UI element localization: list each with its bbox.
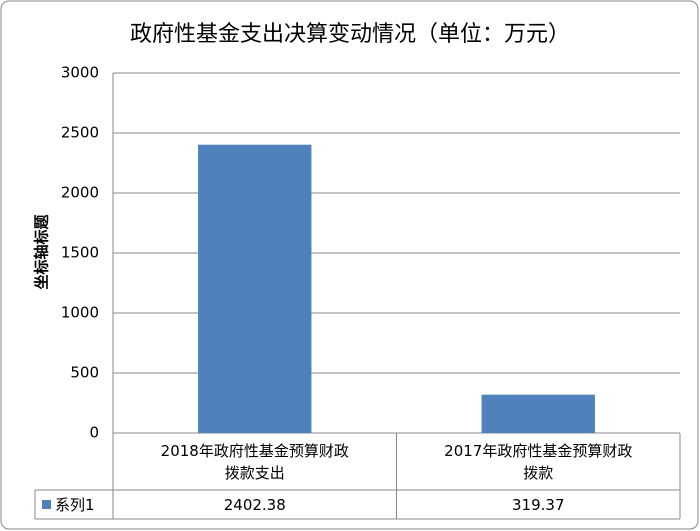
chart-title: 政府性基金支出决算变动情况（单位：万元） (130, 22, 570, 47)
table-value: 2402.38 (223, 495, 286, 514)
bar (198, 144, 312, 433)
legend-label: 系列1 (55, 495, 95, 514)
category-label: 2017年政府性基金预算财政拨款 (444, 441, 633, 482)
y-tick-label: 3000 (61, 64, 99, 82)
bar (481, 394, 595, 433)
legend-key (42, 500, 51, 509)
y-tick-label: 2000 (61, 184, 99, 202)
category-label: 2018年政府性基金预算财政拨款支出 (160, 441, 349, 482)
y-tick-label: 2500 (61, 124, 99, 142)
table-value: 319.37 (512, 495, 565, 514)
y-tick-label: 500 (70, 364, 99, 382)
y-axis-title: 坐标轴标题 (33, 214, 51, 290)
y-tick-label: 1000 (61, 304, 99, 322)
y-tick-label: 1500 (61, 244, 99, 262)
y-tick-label: 0 (89, 424, 99, 442)
